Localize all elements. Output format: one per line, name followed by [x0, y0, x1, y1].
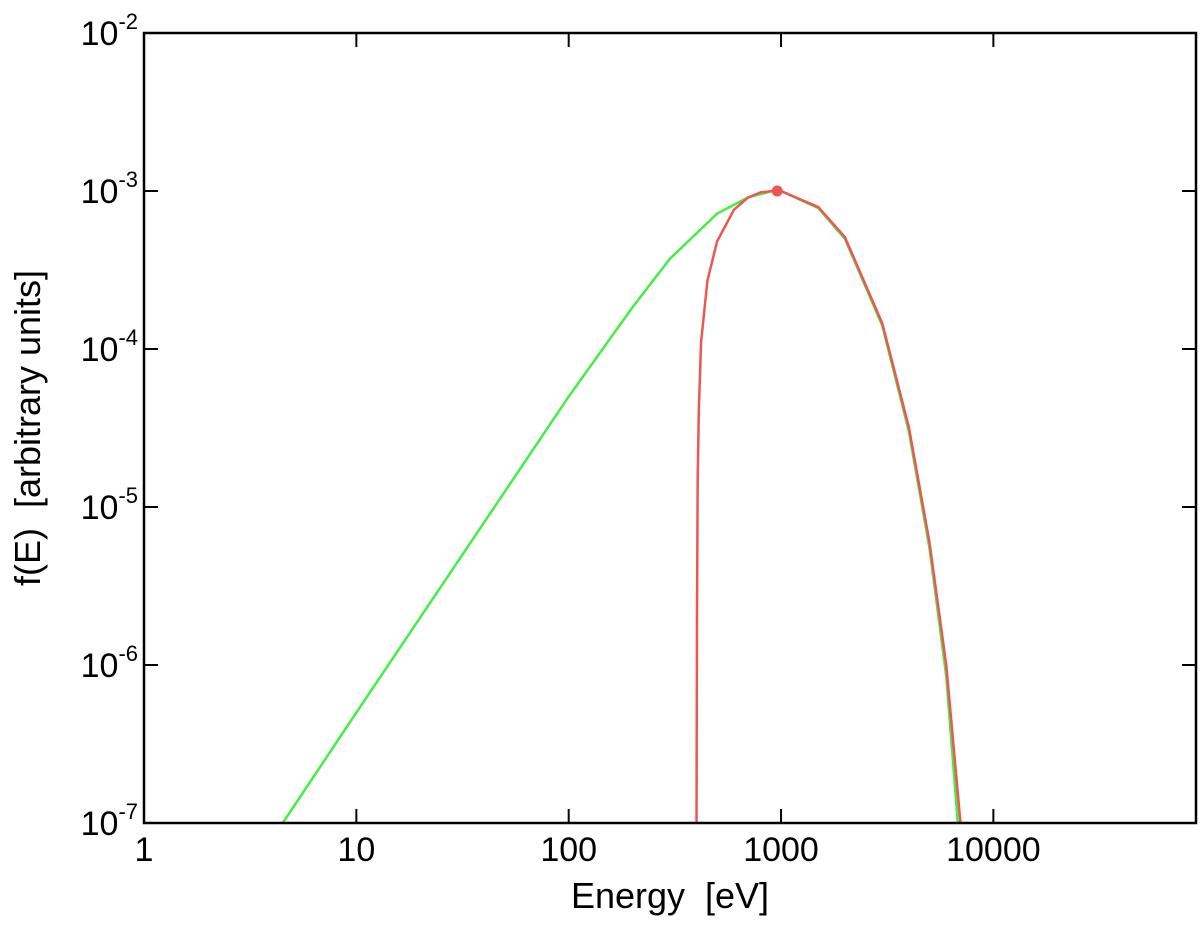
x-tick-label-1: 1 [135, 831, 154, 869]
x-tick-label-3: 100 [540, 831, 597, 869]
peak-marker-1 [771, 185, 783, 197]
marker-layer [771, 185, 783, 197]
y-tick-label-4: 10-4 [81, 325, 138, 369]
y-tick-label-5: 10-3 [81, 167, 138, 211]
y-tick-label-6: 10-2 [81, 9, 138, 53]
x-tick-label-4: 1000 [743, 831, 819, 869]
y-axis-title: f(E) [arbitrary units] [7, 270, 48, 586]
y-tick-label-3: 10-5 [81, 483, 138, 527]
x-tick-label-2: 10 [337, 831, 375, 869]
series-layer [281, 189, 962, 824]
x-tick-label-5: 10000 [946, 831, 1041, 869]
plot-frame [142, 31, 1198, 825]
tick-layer: 1 10 100 1000 10000 10-7 10-6 10-5 10-4 10-3 10-2 [81, 9, 1196, 869]
series-line-2 [695, 189, 962, 824]
x-axis-title: Energy [eV] [571, 875, 769, 916]
y-tick-label-1: 10-7 [81, 799, 138, 843]
y-tick-label-2: 10-6 [81, 641, 138, 685]
